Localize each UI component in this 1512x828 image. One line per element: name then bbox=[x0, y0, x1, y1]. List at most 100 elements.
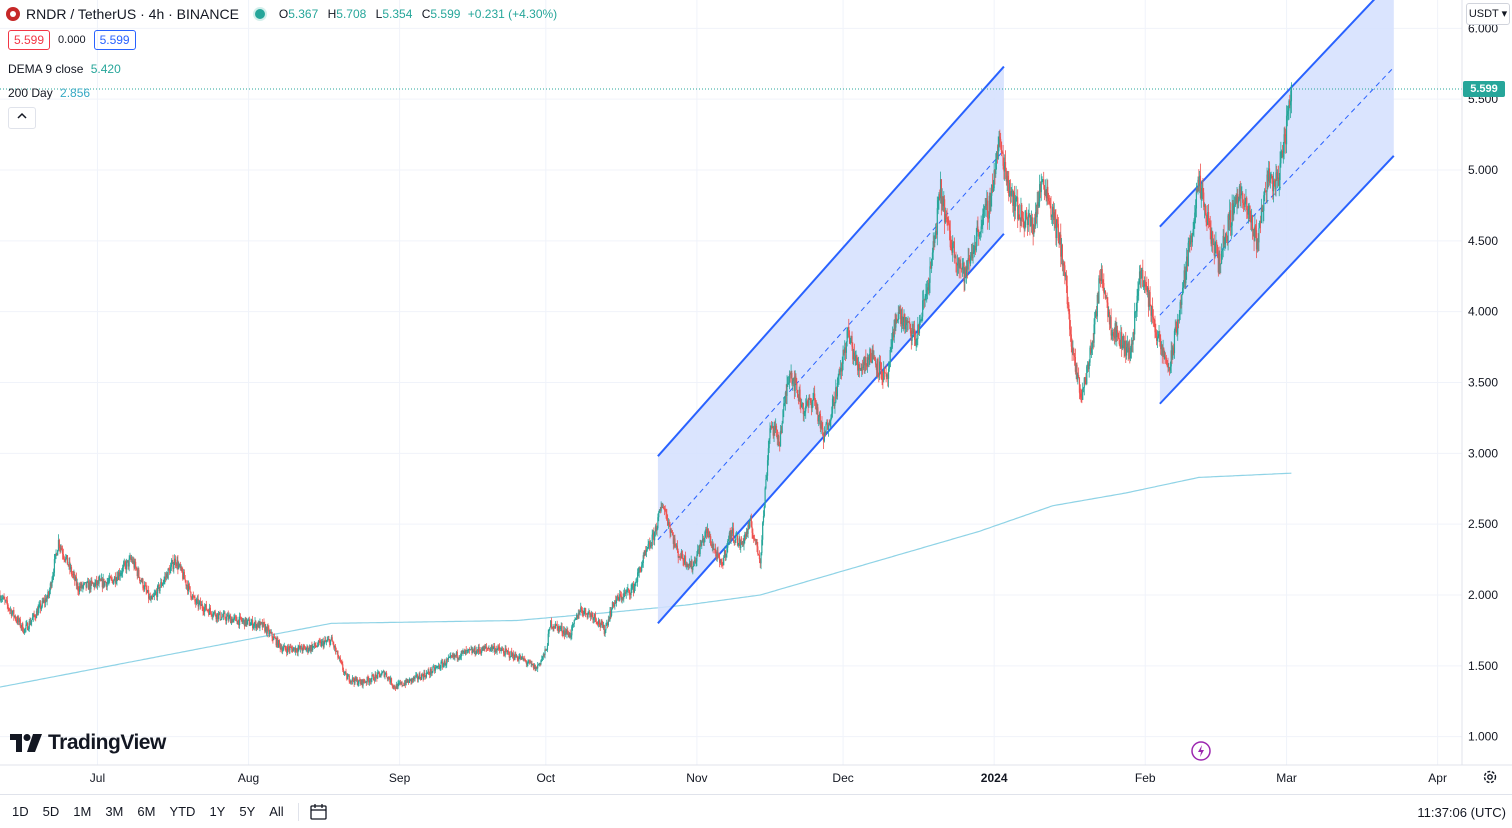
candle-body bbox=[1164, 356, 1167, 358]
candle-body bbox=[1287, 110, 1289, 114]
candle-body bbox=[1012, 190, 1014, 206]
candle-body bbox=[924, 296, 926, 301]
tradingview-logo[interactable]: TradingView bbox=[10, 731, 166, 755]
candle-body bbox=[348, 675, 350, 682]
candle-body bbox=[269, 631, 271, 635]
candle-body bbox=[110, 578, 112, 579]
candle-body bbox=[1199, 175, 1201, 185]
candle-body bbox=[816, 407, 818, 411]
candle-body bbox=[338, 657, 340, 659]
candle-body bbox=[892, 331, 895, 338]
candle-body bbox=[500, 649, 502, 652]
indicator-dema[interactable]: DEMA 9 close 5.420 bbox=[8, 62, 121, 76]
candle-body bbox=[682, 558, 684, 561]
candle-body bbox=[714, 548, 716, 550]
candle-body bbox=[1025, 212, 1027, 221]
candle-body bbox=[884, 372, 886, 374]
candle-body bbox=[923, 299, 925, 301]
timeframe-1d[interactable]: 1D bbox=[12, 804, 29, 819]
candle-body bbox=[3, 596, 5, 599]
candle-body bbox=[619, 594, 622, 596]
candle-body bbox=[754, 539, 756, 541]
candle-body bbox=[619, 594, 621, 601]
timeframe-3m[interactable]: 3M bbox=[105, 804, 124, 819]
timeframe-1m[interactable]: 1M bbox=[73, 804, 92, 819]
candle-body bbox=[536, 666, 538, 669]
candle-body bbox=[328, 639, 330, 641]
candle-body bbox=[732, 528, 735, 541]
price-axis[interactable]: 1.0001.5002.0002.5003.0003.5004.0004.500… bbox=[1468, 21, 1498, 743]
candle-body bbox=[174, 558, 177, 564]
timeframe-6m[interactable]: 6M bbox=[137, 804, 156, 819]
candle-body bbox=[227, 614, 229, 620]
candle-body bbox=[1238, 185, 1241, 200]
candle-body bbox=[114, 576, 116, 583]
channel-layer[interactable] bbox=[657, 0, 1395, 624]
currency-selector[interactable]: USDT ▾ bbox=[1466, 3, 1510, 25]
candle-body bbox=[498, 646, 500, 648]
candle-body bbox=[1132, 332, 1134, 345]
candle-body bbox=[105, 582, 108, 587]
indicator-ma200[interactable]: 200 Day 2.856 bbox=[8, 86, 90, 100]
candle-body bbox=[316, 646, 318, 647]
candle-body bbox=[167, 568, 169, 579]
candle-body bbox=[9, 609, 11, 611]
timeframe-1y[interactable]: 1Y bbox=[209, 804, 226, 819]
symbol-title[interactable]: RNDR / TetherUS · 4h · BINANCE bbox=[26, 6, 239, 22]
candle-body bbox=[1009, 190, 1012, 196]
gear-icon[interactable] bbox=[1482, 769, 1498, 785]
timeframe-5d[interactable]: 5D bbox=[42, 804, 60, 819]
candle-body bbox=[294, 647, 296, 653]
candle-body bbox=[1098, 278, 1100, 303]
candle-body bbox=[22, 631, 25, 633]
candle-body bbox=[1261, 208, 1263, 212]
candle-body bbox=[1086, 366, 1088, 385]
lightning-icon[interactable] bbox=[1191, 741, 1211, 761]
candle-body bbox=[620, 595, 622, 600]
candle-body bbox=[285, 648, 287, 651]
timeframe-ytd[interactable]: YTD bbox=[169, 804, 196, 819]
candle-body bbox=[27, 623, 29, 631]
candle-body bbox=[330, 637, 332, 640]
candle-body bbox=[90, 580, 92, 590]
sell-price-button[interactable]: 5.599 bbox=[8, 30, 51, 50]
candle-body bbox=[1245, 197, 1247, 202]
candle-body bbox=[342, 664, 344, 671]
candle-body bbox=[1033, 225, 1035, 235]
candle-body bbox=[46, 597, 48, 602]
candle-body bbox=[278, 640, 281, 644]
candle-body bbox=[224, 613, 226, 619]
candle-body bbox=[825, 423, 827, 434]
candle-body bbox=[26, 623, 28, 625]
candle-body bbox=[1254, 225, 1256, 241]
timeframe-all[interactable]: All bbox=[269, 804, 284, 819]
timeframe-5y[interactable]: 5Y bbox=[239, 804, 256, 819]
collapse-legend-button[interactable] bbox=[8, 107, 36, 129]
market-status-icon[interactable] bbox=[252, 7, 267, 21]
candle-body bbox=[48, 590, 51, 596]
candle-body bbox=[1246, 209, 1249, 215]
candle-body bbox=[678, 556, 680, 558]
candle-body bbox=[47, 591, 49, 598]
candle-body bbox=[1207, 212, 1209, 226]
candle-body bbox=[217, 613, 219, 620]
candle-body bbox=[810, 402, 813, 409]
candle-body bbox=[250, 622, 252, 626]
candle-body bbox=[870, 348, 872, 362]
calendar-range-icon[interactable] bbox=[309, 803, 329, 821]
candle-body bbox=[880, 362, 882, 379]
candle-body bbox=[812, 399, 814, 401]
candle-body bbox=[1151, 306, 1154, 318]
candle-body bbox=[954, 255, 956, 258]
candle-body bbox=[18, 619, 21, 623]
candle-body bbox=[740, 541, 743, 544]
candle-body bbox=[101, 578, 103, 588]
candle-body bbox=[1205, 213, 1207, 223]
time-axis[interactable]: Jul Aug Sep Oct Nov Dec 2024 Feb Mar Apr bbox=[90, 771, 1447, 785]
candle-body bbox=[53, 572, 55, 576]
candle-body bbox=[89, 582, 91, 590]
buy-price-button[interactable]: 5.599 bbox=[93, 30, 136, 50]
candle-body bbox=[240, 616, 242, 621]
utc-clock[interactable]: 11:37:06 (UTC) bbox=[1417, 805, 1506, 820]
